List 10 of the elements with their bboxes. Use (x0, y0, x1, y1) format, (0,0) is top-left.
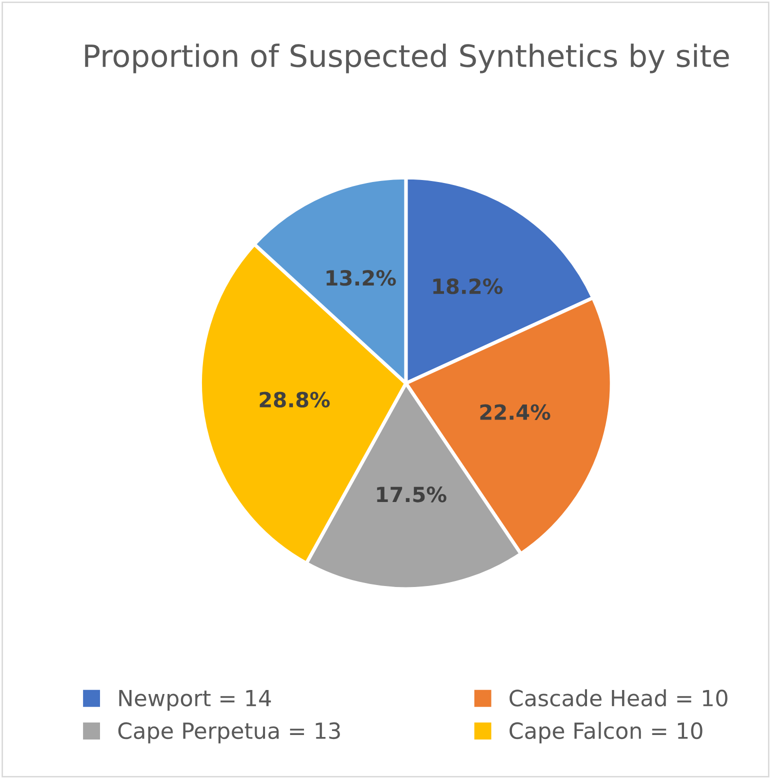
data-label: 18.2% (433, 278, 503, 294)
legend-label: Cape Perpetua = 13 (118, 722, 340, 744)
chart-title: Proportion of Suspected Synthetics by site (85, 44, 729, 74)
data-label: 13.2% (326, 270, 396, 286)
data-label: 22.4% (480, 404, 550, 420)
legend-label: Newport = 14 (119, 690, 271, 711)
legend-label: Cascade Head = 10 (510, 689, 728, 706)
legend-label: Cape Falcon = 10 (510, 722, 702, 744)
data-label: 28.8% (260, 392, 330, 408)
data-label: 17.5% (377, 486, 446, 502)
